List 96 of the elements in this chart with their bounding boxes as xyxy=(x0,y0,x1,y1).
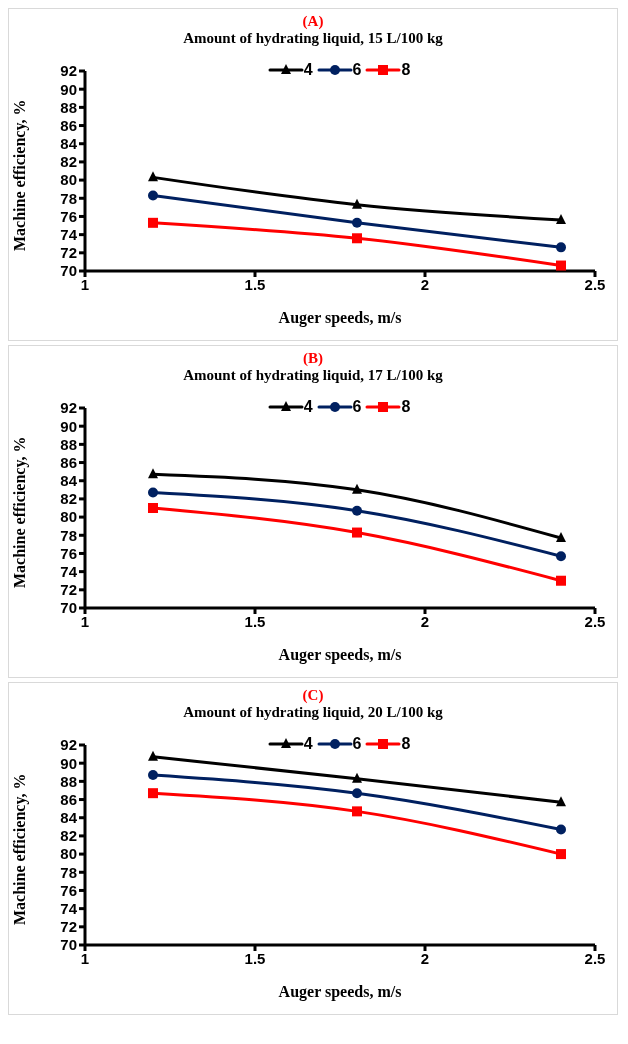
legend-label: 8 xyxy=(401,61,411,79)
x-tick-label: 2.5 xyxy=(584,275,606,293)
point xyxy=(148,487,158,498)
chart-title: (B) xyxy=(302,350,324,367)
legend-label: 6 xyxy=(352,61,362,79)
point xyxy=(556,242,566,253)
y-tick-label: 78 xyxy=(60,863,77,881)
x-tick-label: 2.5 xyxy=(584,612,606,630)
point xyxy=(556,532,566,542)
y-tick-label: 90 xyxy=(60,417,77,435)
x-tick-label: 2 xyxy=(420,949,430,967)
y-tick-label: 76 xyxy=(60,207,77,225)
chart-subtitle: Amount of hydrating liquid, 17 L/100 kg xyxy=(182,367,444,384)
point xyxy=(352,806,362,817)
y-tick-label: 90 xyxy=(60,754,77,772)
y-tick-label: 82 xyxy=(60,827,77,845)
x-tick-label: 2.5 xyxy=(584,949,606,967)
chart-title: (C) xyxy=(301,687,325,704)
y-tick-label: 76 xyxy=(60,544,77,562)
x-tick-label: 1 xyxy=(80,949,90,967)
y-tick-label: 90 xyxy=(60,80,77,98)
x-tick-label: 1.5 xyxy=(244,612,266,630)
x-axis-title: Auger speeds, m/s xyxy=(278,309,402,327)
y-tick-label: 86 xyxy=(60,453,77,471)
legend-label: 8 xyxy=(401,398,411,416)
point xyxy=(148,503,158,513)
y-tick-label: 82 xyxy=(60,490,77,508)
y-tick-label: 74 xyxy=(60,562,78,580)
y-tick-label: 86 xyxy=(60,116,77,134)
point xyxy=(352,217,362,228)
x-tick-label: 1.5 xyxy=(244,949,266,967)
y-tick-label: 84 xyxy=(60,809,78,827)
y-tick-label: 70 xyxy=(60,262,77,280)
y-tick-label: 88 xyxy=(60,772,77,790)
point xyxy=(556,575,566,586)
point xyxy=(148,190,158,201)
y-tick-label: 72 xyxy=(60,581,77,599)
y-tick-label: 86 xyxy=(60,790,77,808)
y-tick-label: 74 xyxy=(60,225,78,243)
legend-label: 6 xyxy=(352,398,362,416)
point xyxy=(148,788,158,799)
x-tick-label: 1.5 xyxy=(244,275,266,293)
y-tick-label: 72 xyxy=(60,918,77,936)
point xyxy=(352,505,362,516)
chart-title: (A) xyxy=(301,13,325,30)
point xyxy=(352,772,362,783)
legend-label: 8 xyxy=(401,735,411,753)
point xyxy=(556,260,566,271)
point xyxy=(556,824,566,835)
legend-label: 4 xyxy=(303,398,313,416)
y-tick-label: 78 xyxy=(60,189,77,207)
legend-label: 6 xyxy=(352,735,362,753)
point xyxy=(148,171,158,182)
y-tick-label: 80 xyxy=(60,171,77,189)
point xyxy=(352,198,362,209)
y-axis-title: Machine efficiency, % xyxy=(10,99,29,251)
y-tick-label: 78 xyxy=(60,526,77,544)
y-tick-label: 82 xyxy=(60,153,77,171)
point xyxy=(148,468,158,479)
y-tick-label: 84 xyxy=(60,135,78,153)
point xyxy=(148,750,158,761)
y-axis-title: Machine efficiency, % xyxy=(10,436,29,588)
y-tick-label: 92 xyxy=(60,399,77,417)
point xyxy=(352,233,362,244)
point xyxy=(352,483,362,494)
point xyxy=(352,527,362,538)
y-tick-label: 92 xyxy=(60,736,77,754)
y-tick-label: 80 xyxy=(60,845,77,863)
y-tick-label: 88 xyxy=(60,98,77,116)
y-tick-label: 74 xyxy=(60,899,78,917)
x-axis-title: Auger speeds, m/s xyxy=(278,983,402,1001)
point xyxy=(556,214,566,225)
point xyxy=(556,849,566,860)
y-tick-label: 80 xyxy=(60,508,77,526)
x-tick-label: 1 xyxy=(80,612,90,630)
x-tick-label: 2 xyxy=(420,612,430,630)
y-tick-label: 92 xyxy=(60,62,77,80)
x-tick-label: 1 xyxy=(80,275,90,293)
point xyxy=(556,551,566,562)
y-tick-label: 88 xyxy=(60,435,77,453)
x-axis-title: Auger speeds, m/s xyxy=(278,646,402,664)
point xyxy=(148,217,158,228)
y-tick-label: 84 xyxy=(60,472,78,490)
chart-subtitle: Amount of hydrating liquid, 20 L/100 kg xyxy=(182,704,444,721)
point xyxy=(352,788,362,799)
y-tick-label: 76 xyxy=(60,881,77,899)
legend-label: 4 xyxy=(303,735,313,753)
y-tick-label: 70 xyxy=(60,599,77,617)
x-tick-label: 2 xyxy=(420,275,430,293)
point xyxy=(148,770,158,780)
chart-subtitle: Amount of hydrating liquid, 15 L/100 kg xyxy=(182,30,444,47)
y-tick-label: 72 xyxy=(60,244,77,262)
point xyxy=(556,796,566,807)
y-axis-title: Machine efficiency, % xyxy=(10,773,29,925)
legend-label: 4 xyxy=(303,61,313,79)
y-tick-label: 70 xyxy=(60,936,77,954)
